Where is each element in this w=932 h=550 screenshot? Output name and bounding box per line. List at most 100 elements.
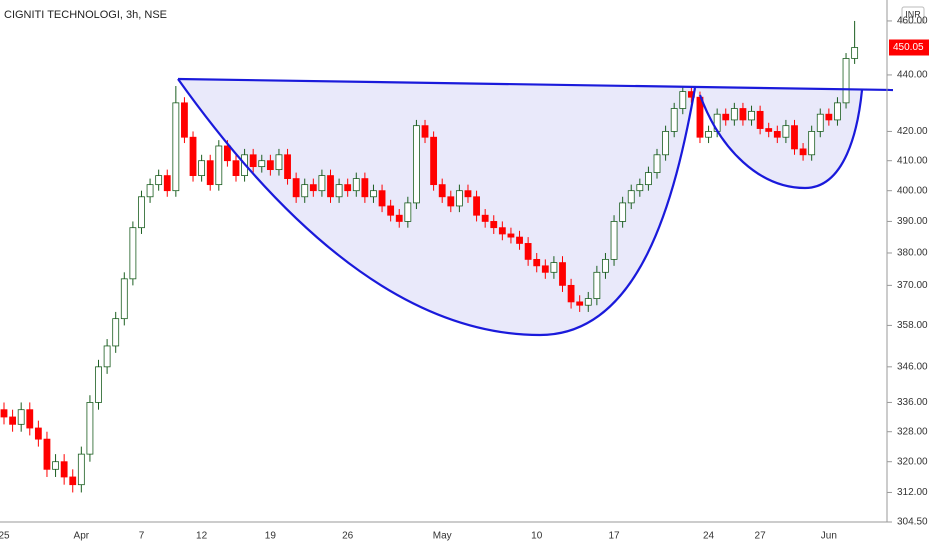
candle-body [516,236,523,244]
candle-body [335,184,343,198]
candle-body [593,271,601,299]
candle-body [550,262,558,273]
y-tick-label: 390.00 [897,216,928,227]
y-tick-label: 400.00 [897,185,928,196]
candle-body [679,91,687,109]
candle-body [808,131,816,156]
candle-body [404,202,412,222]
candle-body [559,262,566,286]
candle-body [370,190,377,198]
candle-body [60,461,68,478]
x-tick-label: 26 [342,531,354,542]
candle-body [395,214,403,222]
chart-title: CIGNITI TECHNOLOGI, 3h, NSE [4,9,167,21]
x-tick-label: May [433,531,452,542]
x-tick-label: 7 [139,531,145,542]
candle-body [275,154,283,171]
candle-body [413,125,420,204]
candle-body [17,409,25,425]
candle-body [155,175,163,186]
candle-body [301,184,309,198]
candle-body [739,108,747,121]
candle-body [9,416,16,425]
candle-body [438,184,446,198]
candle-body [103,345,111,368]
candle-body [43,438,51,470]
candle-body [120,278,128,320]
handle-curve [698,89,864,190]
y-tick-label: 304.50 [897,517,928,528]
candle-body [112,318,120,347]
candle-body [662,131,670,156]
candle-body [146,184,154,198]
candle-body [129,227,137,280]
candle-body [524,243,532,260]
candle-body [198,160,206,176]
candle-body [327,175,334,198]
y-tick-label: 380.00 [897,248,928,259]
candle-body [258,160,266,168]
candle-body [567,284,575,303]
candle-body [249,154,257,168]
candle-body [464,190,472,198]
x-tick-label: 24 [703,531,715,542]
candle-body [851,47,859,59]
candle-body [619,202,627,222]
candle-body [842,58,850,104]
y-tick-label: 320.00 [897,456,928,467]
candle-body [610,221,618,260]
y-tick-label: 336.00 [897,397,928,408]
pattern-fill [178,79,862,335]
x-tick-label: 12 [196,531,208,542]
candle-body [490,221,498,229]
candle-body [69,476,77,486]
candle-body [430,136,438,186]
y-tick-label: 440.00 [897,70,928,81]
candle-body [447,196,455,207]
candle-body [352,178,360,192]
x-tick-label: 17 [608,531,620,542]
y-tick-label: 410.00 [897,155,928,166]
candle-body [172,102,180,192]
candle-body [344,184,352,192]
x-tick-label: 25 [0,531,10,542]
x-tick-label: 10 [531,531,543,542]
candle-body [799,148,807,156]
candles [0,20,859,493]
candle-body [498,227,506,235]
candle-body [576,301,584,306]
candle-body [670,108,678,132]
candle-body [318,175,326,192]
candle-body [95,366,102,403]
x-tick-label: 27 [755,531,767,542]
candle-body [163,175,171,192]
candle-body [705,131,712,138]
candle-body [86,402,94,455]
x-tick-label: 19 [265,531,277,542]
candle-body [206,160,214,186]
candle-body [473,196,480,216]
candle-body [653,154,661,174]
currency-box [901,6,925,24]
candle-body [215,145,223,186]
candle-body [266,160,274,171]
cup-curve [177,78,697,337]
candle-body [481,214,489,222]
candle-body [77,453,85,486]
candle-body [730,108,738,121]
rim-line [177,77,894,92]
candle-body [722,113,730,121]
candle-body [507,233,515,238]
candle-body [378,190,386,207]
candle-body [584,298,592,306]
candle-body [223,145,231,162]
candle-body [284,154,291,180]
candle-body [541,265,549,273]
candle-body [816,113,824,132]
candle-body [773,131,781,138]
y-tick-label: 346.00 [897,361,928,372]
candle-body [189,136,197,176]
candle-body [636,184,644,192]
y-tick-label: 312.00 [897,487,928,498]
y-tick-label: 358.00 [897,320,928,331]
